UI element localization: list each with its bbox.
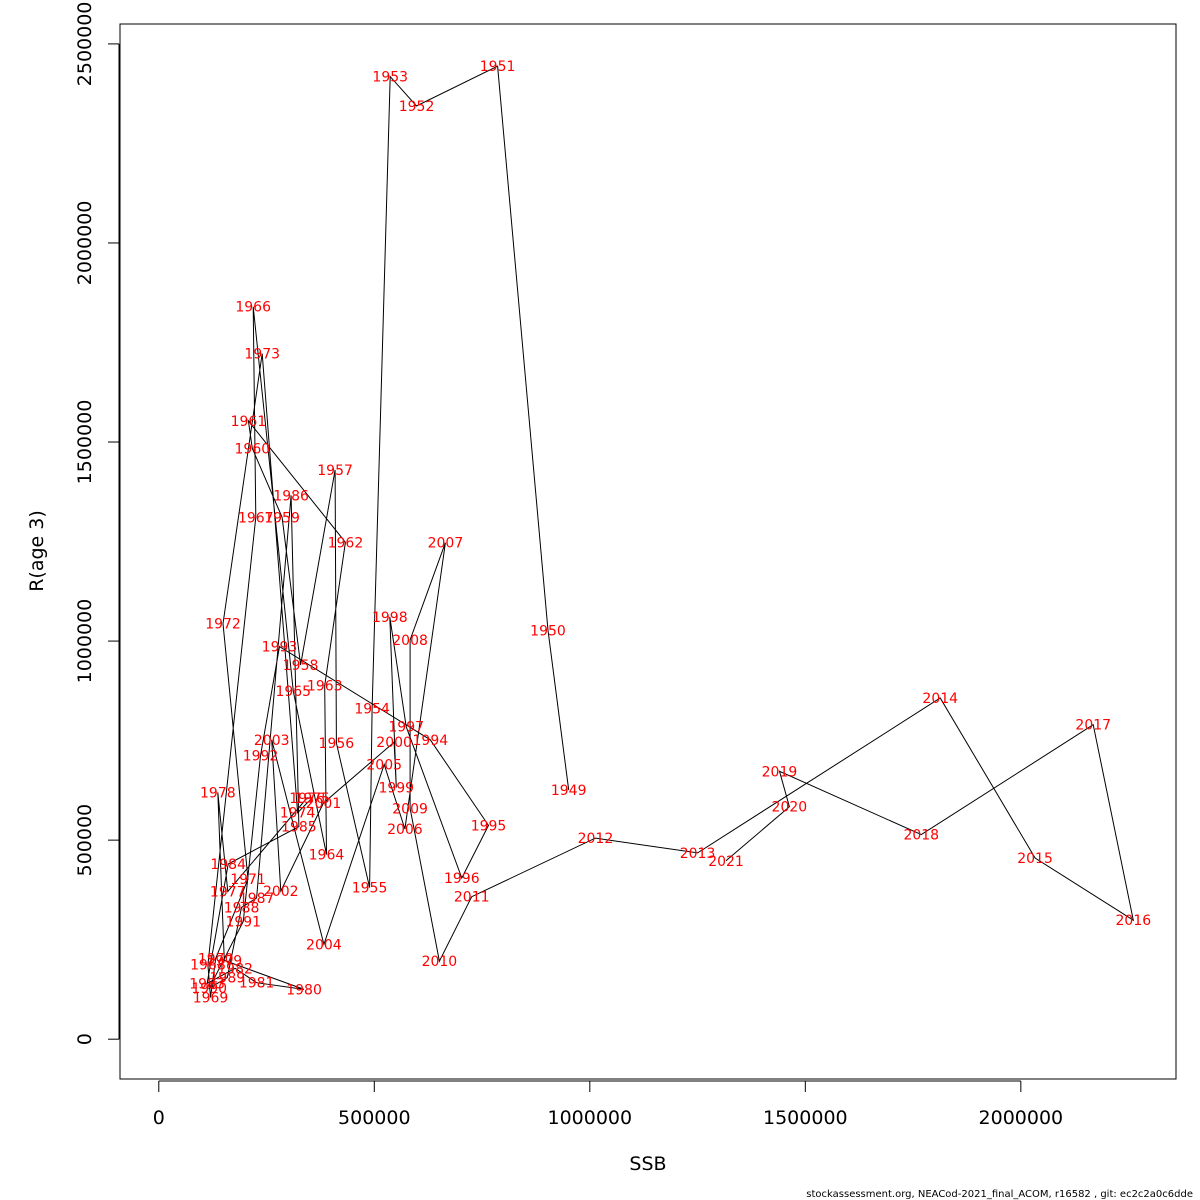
year-label: 1955 <box>352 881 388 897</box>
x-axis: 0 500000 1000000 1500000 2000000 <box>153 1080 1064 1129</box>
year-label: 1995 <box>471 818 507 834</box>
year-label: 1992 <box>243 749 279 765</box>
year-label: 1983 <box>189 976 225 992</box>
x-tick-label: 1000000 <box>547 1107 632 1129</box>
year-label: 2015 <box>1017 851 1053 867</box>
year-label: 1961 <box>231 414 267 430</box>
year-label: 1975 <box>294 791 330 807</box>
year-label: 2011 <box>454 890 490 906</box>
year-label: 2001 <box>306 796 342 812</box>
year-label: 2019 <box>762 764 798 780</box>
year-label: 1952 <box>399 99 435 115</box>
year-label: 2014 <box>922 691 958 707</box>
year-label: 1958 <box>283 658 319 674</box>
year-label: 1960 <box>235 441 271 457</box>
year-label: 1959 <box>264 510 300 526</box>
y-tick-label: 500000 <box>74 804 96 877</box>
x-tick-label: 2000000 <box>979 1107 1064 1129</box>
year-label: 1978 <box>200 785 236 801</box>
year-label: 2016 <box>1116 913 1152 929</box>
year-label: 1972 <box>205 617 241 633</box>
year-label: 1994 <box>413 733 449 749</box>
year-label: 2018 <box>903 828 939 844</box>
y-axis-label: R(age 3) <box>26 510 48 592</box>
year-label: 1969 <box>193 990 229 1006</box>
year-label: 1982 <box>217 961 253 977</box>
year-label: 1949 <box>551 783 587 799</box>
year-label: 1967 <box>238 510 274 526</box>
x-tick-label: 0 <box>153 1107 165 1129</box>
y-tick-label: 1000000 <box>74 599 96 684</box>
year-label: 2010 <box>422 954 458 970</box>
year-label: 1968 <box>190 958 226 974</box>
x-axis-label: SSB <box>629 1153 666 1175</box>
year-label: 1981 <box>239 976 275 992</box>
year-label: 2004 <box>306 937 342 953</box>
x-tick-label: 500000 <box>338 1107 411 1129</box>
year-label: 1979 <box>206 953 242 969</box>
y-tick-label: 0 <box>74 1033 96 1045</box>
year-label: 1954 <box>354 701 390 717</box>
year-label: 1988 <box>224 900 260 916</box>
year-label: 1989 <box>210 970 246 986</box>
year-label: 1953 <box>372 70 408 86</box>
year-label: 1996 <box>444 871 480 887</box>
x-tick-label: 1500000 <box>763 1107 848 1129</box>
year-label: 1962 <box>328 535 364 551</box>
year-label: 1990 <box>191 981 227 997</box>
year-label: 2006 <box>387 822 423 838</box>
year-label: 1950 <box>530 623 566 639</box>
year-label: 1980 <box>286 982 322 998</box>
year-label: 1985 <box>281 820 317 836</box>
year-label: 2009 <box>392 801 428 817</box>
year-label: 2021 <box>708 854 744 870</box>
year-label: 2020 <box>772 800 808 816</box>
y-tick-label: 2500000 <box>74 2 96 87</box>
year-label: 1964 <box>309 847 345 863</box>
year-label: 1957 <box>317 463 353 479</box>
y-tick-label: 1500000 <box>74 400 96 485</box>
year-label: 1951 <box>480 59 516 75</box>
year-label: 1977 <box>210 884 246 900</box>
y-tick-label: 2000000 <box>74 201 96 286</box>
year-label: 2005 <box>366 757 402 773</box>
year-label: 1966 <box>235 300 271 316</box>
series-line <box>206 65 1135 998</box>
year-label: 2008 <box>392 633 428 649</box>
year-label: 1991 <box>225 914 261 930</box>
year-label: 1999 <box>378 781 414 797</box>
year-label: 2003 <box>254 733 290 749</box>
plot-frame <box>119 23 1177 1080</box>
year-label: 1984 <box>210 857 246 873</box>
year-label: 1976 <box>289 791 325 807</box>
footer-caption: stockassessment.org, NEACod-2021_final_A… <box>806 1189 1193 1200</box>
year-label: 1997 <box>388 720 424 736</box>
year-label: 2013 <box>680 846 716 862</box>
year-label: 1971 <box>230 872 266 888</box>
year-label: 2007 <box>428 536 464 552</box>
year-label: 1974 <box>280 806 316 822</box>
year-label: 2002 <box>263 884 299 900</box>
year-label: 1998 <box>372 610 408 626</box>
year-label: 2017 <box>1075 718 1111 734</box>
year-labels: 1949 1950 1951 1952 1953 1954 1955 1956 1957 1958… <box>189 59 1151 1006</box>
year-label: 2012 <box>578 831 614 847</box>
year-label: 1987 <box>239 891 275 907</box>
year-label: 1963 <box>307 679 343 695</box>
year-label: 1993 <box>262 640 298 656</box>
year-label: 1973 <box>244 347 280 363</box>
year-label: 1970 <box>198 951 234 967</box>
year-label: 1986 <box>273 488 309 504</box>
year-label: 1956 <box>319 736 355 752</box>
year-label: 2000 <box>376 735 412 751</box>
y-axis: 0 500000 1000000 1500000 2000000 2500000 <box>74 2 120 1045</box>
year-label: 1965 <box>275 684 311 700</box>
